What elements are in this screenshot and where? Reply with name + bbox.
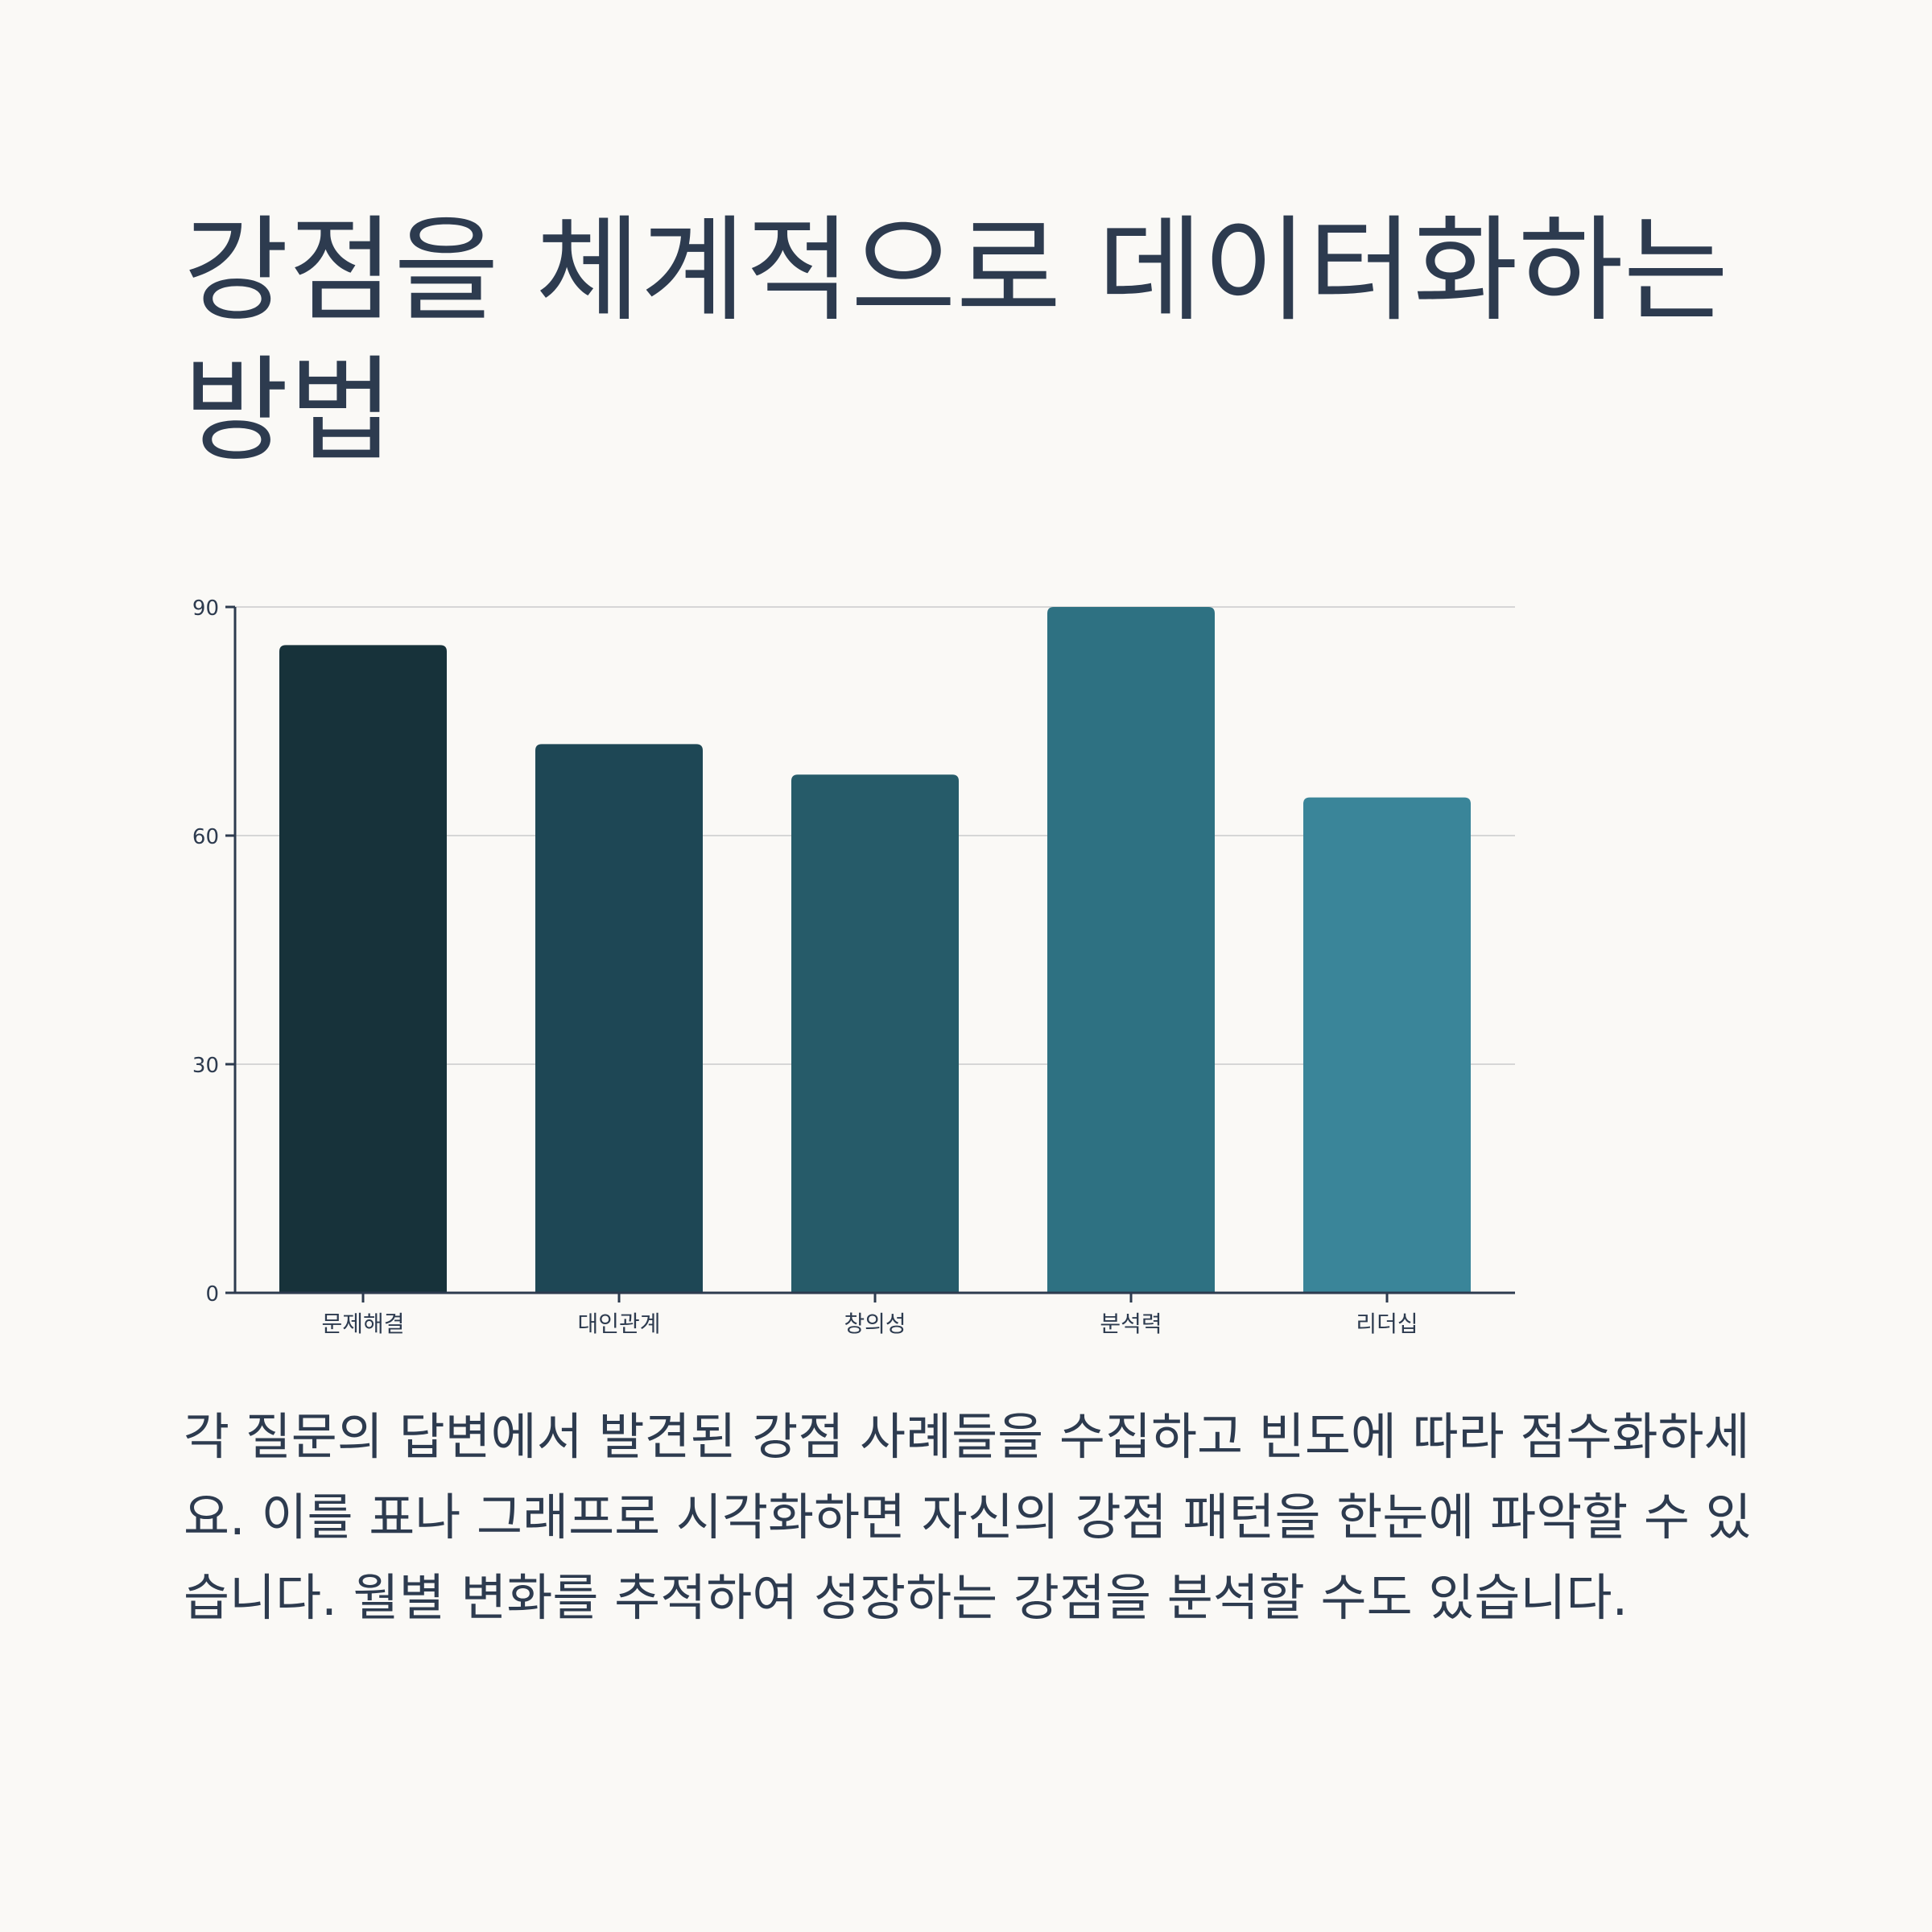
y-tick-label: 30 (192, 1054, 219, 1078)
page-title: 강점을 체계적으로 데이터화하는 방법 (184, 204, 1729, 477)
body-paragraph: 각 질문의 답변에서 발견된 강점 사례들을 수집하고 빈도에 따라 점수화하세… (184, 1407, 1752, 1627)
chart-axes (225, 605, 1515, 1302)
x-tick-label: 문제해결 (321, 1311, 404, 1337)
x-tick-label: 분석력 (1100, 1311, 1162, 1337)
bar (791, 774, 959, 1293)
y-tick-label: 90 (192, 597, 219, 621)
y-tick-label: 0 (205, 1282, 219, 1307)
bar (1047, 607, 1215, 1293)
x-tick-label: 대인관계 (577, 1311, 660, 1337)
chart-labels: 0 30 60 90 문제해결 대인관계 창의성 분석력 리더십 (192, 597, 1418, 1337)
bar (1303, 797, 1471, 1293)
x-tick-label: 리더십 (1356, 1311, 1418, 1337)
x-tick-label: 창의성 (844, 1311, 906, 1337)
bar (279, 645, 447, 1293)
bar (535, 744, 703, 1293)
y-tick-label: 60 (192, 825, 219, 849)
chart-bars (279, 607, 1471, 1293)
